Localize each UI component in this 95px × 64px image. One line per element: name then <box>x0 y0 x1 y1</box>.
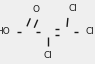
Text: Cl: Cl <box>43 51 52 60</box>
Text: Cl: Cl <box>68 4 77 13</box>
Text: HO: HO <box>0 28 10 36</box>
Text: Cl: Cl <box>86 28 94 36</box>
Text: O: O <box>33 5 40 14</box>
